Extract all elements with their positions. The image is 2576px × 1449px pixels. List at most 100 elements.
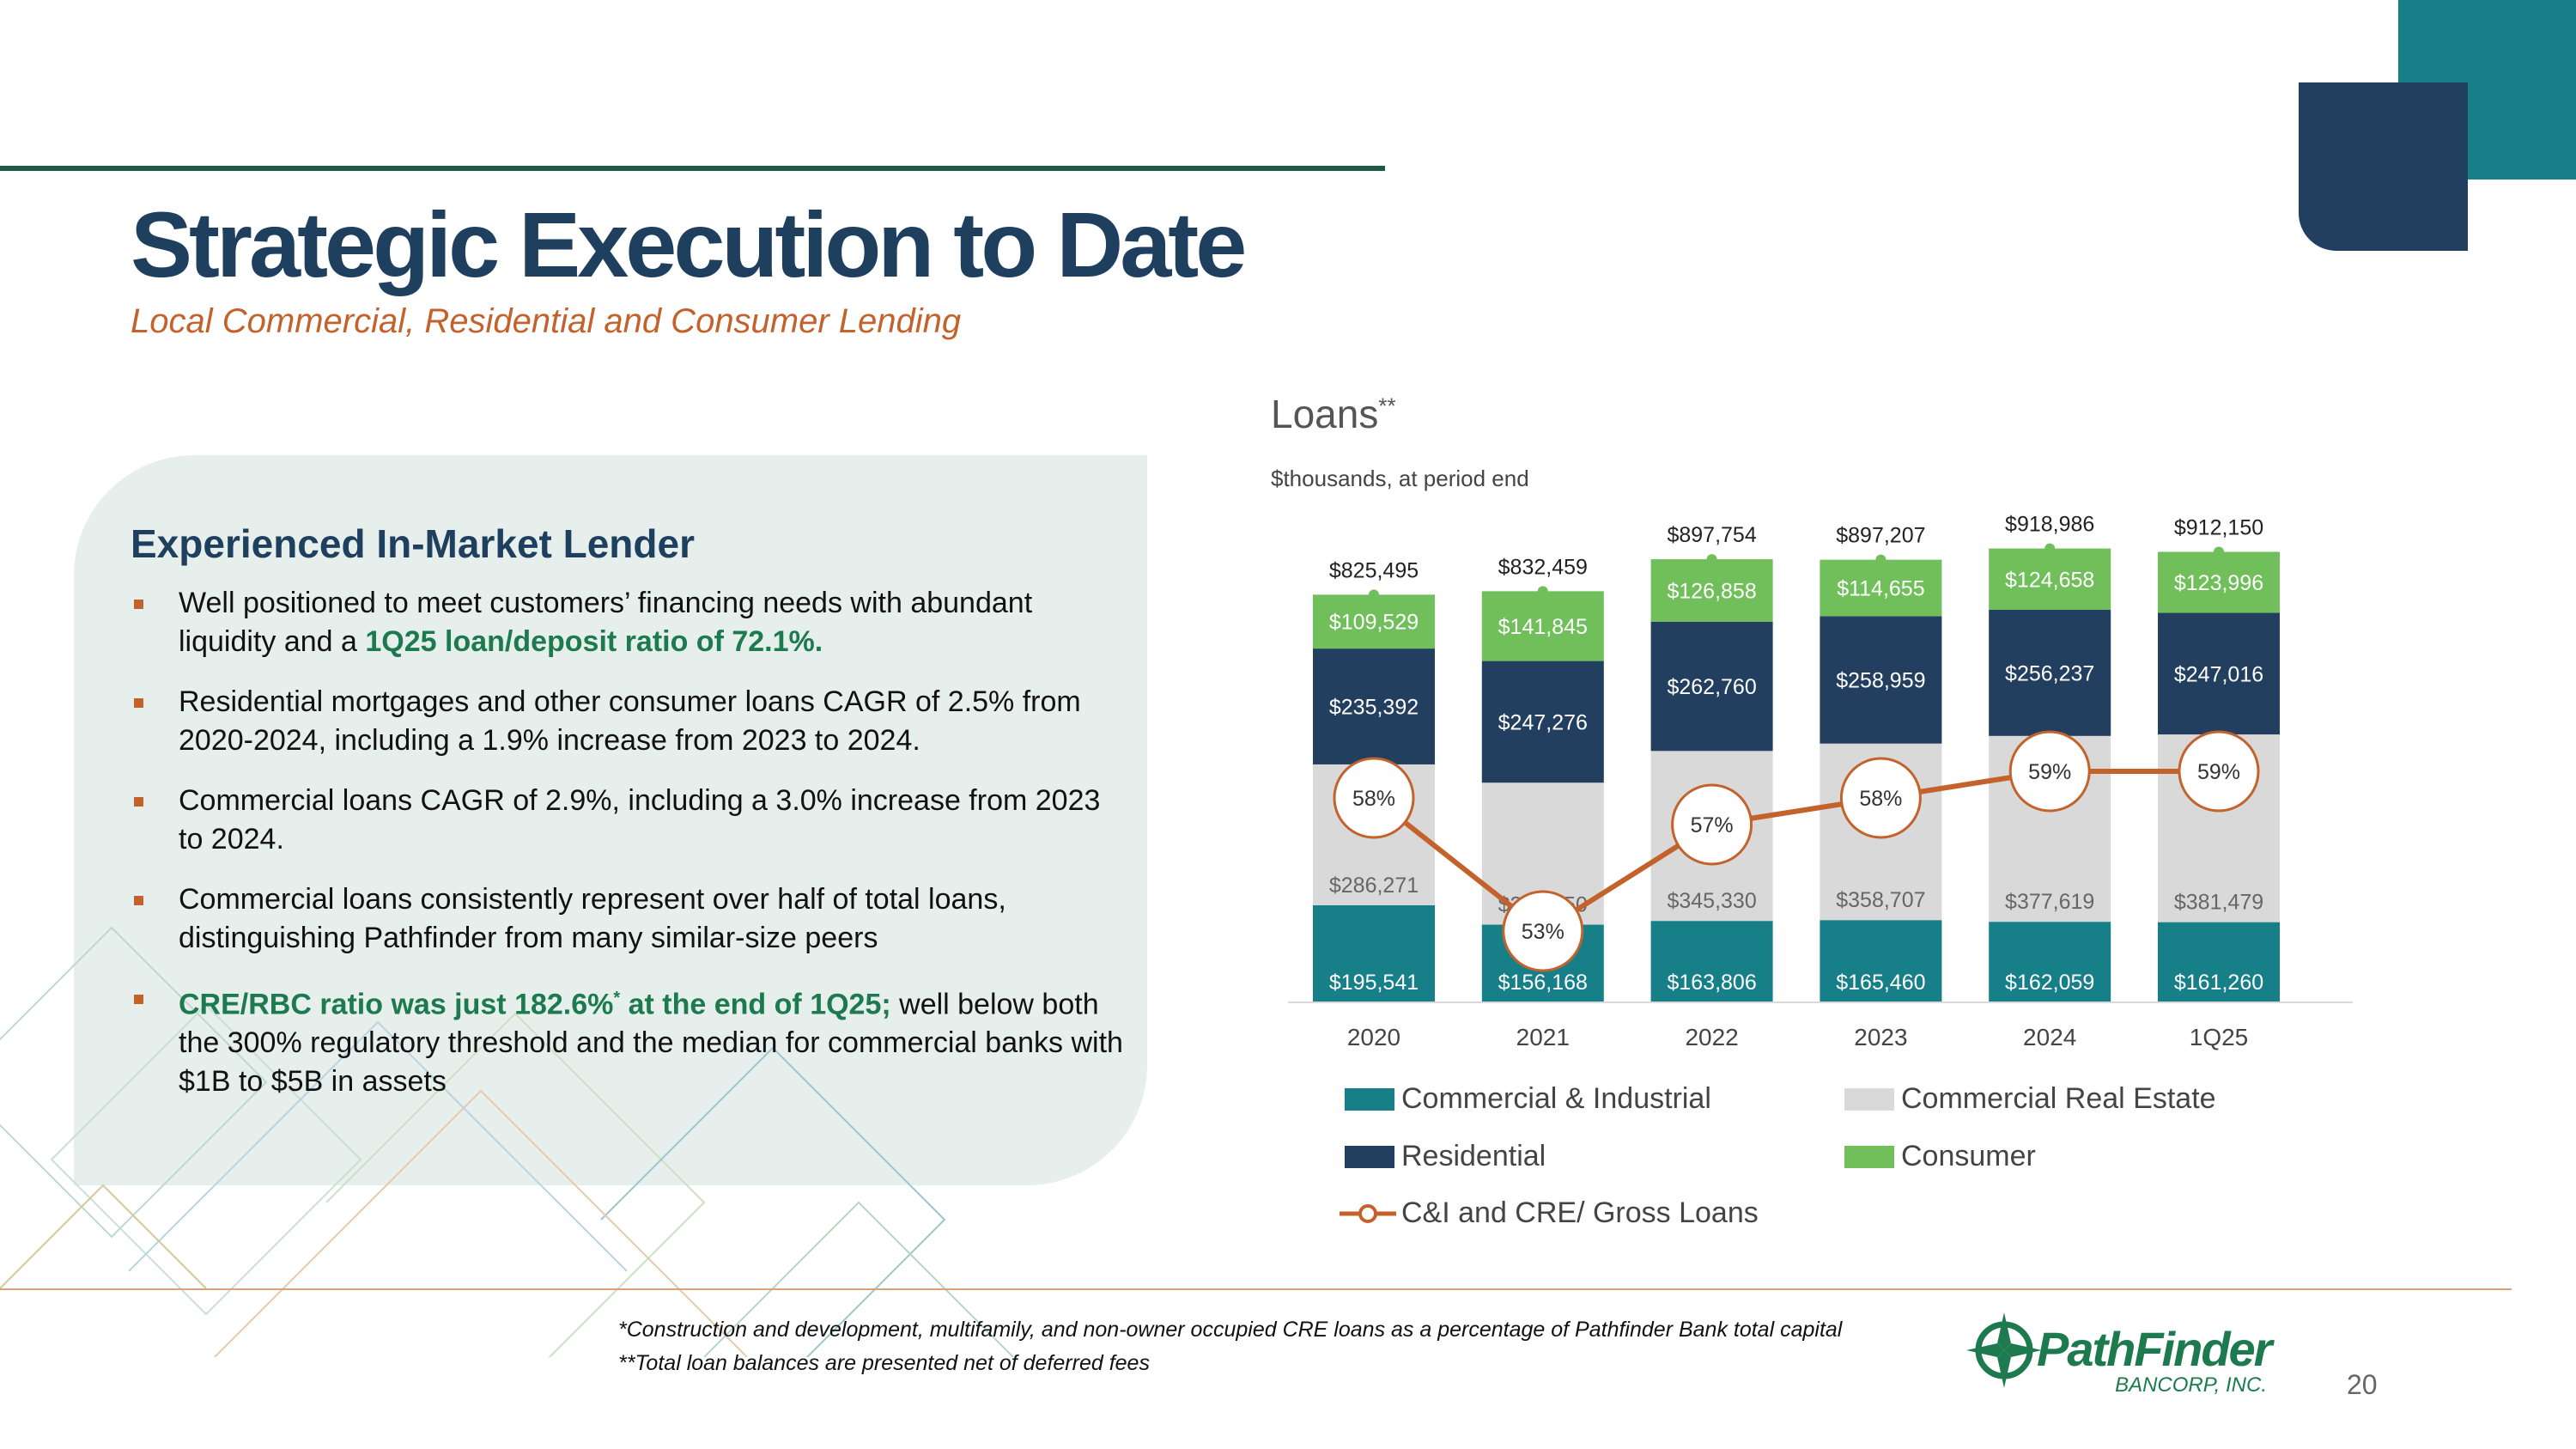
- bar-value-label: $141,845: [1498, 615, 1588, 639]
- bar-segment: [1989, 548, 2111, 611]
- bar-value-label: $114,655: [1837, 576, 1924, 600]
- bullet-item: Well positioned to meet customers’ finan…: [131, 584, 1127, 661]
- bullet-text: Commercial loans CAGR of 2.9%, including…: [179, 784, 1101, 855]
- bullet-square-icon: [134, 698, 143, 708]
- legend-swatch: [1844, 1145, 1894, 1168]
- panel-heading: Experienced In-Market Lender: [131, 521, 695, 566]
- total-marker: [1369, 589, 1379, 600]
- bar-value-label: $235,392: [1329, 696, 1419, 720]
- legend-swatch: [1345, 1145, 1394, 1168]
- total-label: $897,207: [1836, 524, 1925, 548]
- info-panel: [74, 455, 1147, 1185]
- bullet-highlight: at the end of 1Q25;: [620, 988, 891, 1021]
- bar-value-label: $258,959: [1836, 669, 1925, 693]
- bar-value-label: $161,260: [2174, 971, 2263, 995]
- bar-value-label: $163,806: [1667, 971, 1756, 995]
- legend-item-residential: Residential: [1345, 1140, 1546, 1173]
- chart-title-marker: **: [1378, 393, 1396, 419]
- ratio-label: 53%: [1522, 920, 1564, 944]
- x-tick-label: 2020: [1347, 1024, 1400, 1050]
- bullet-text: Commercial loans consistently represent …: [179, 883, 1006, 954]
- title-rule: [0, 166, 1385, 171]
- total-marker: [2214, 546, 2224, 557]
- bar-segment: [1481, 661, 1604, 783]
- total-marker: [2044, 543, 2056, 554]
- total-label: $912,150: [2174, 515, 2263, 539]
- bar-value-label: $124,658: [2005, 568, 2094, 592]
- bar-value-label: $247,016: [2174, 662, 2263, 686]
- ratio-label: 58%: [1352, 787, 1395, 811]
- legend-item-ratio-line: C&I and CRE/ Gross Loans: [1340, 1196, 1759, 1230]
- x-tick-label: 2021: [1516, 1024, 1570, 1050]
- bullet-item: Commercial loans consistently represent …: [131, 880, 1127, 958]
- x-tick-label: 2024: [2023, 1024, 2076, 1050]
- total-label: $897,754: [1667, 523, 1756, 547]
- bullet-item: CRE/RBC ratio was just 182.6%* at the en…: [131, 979, 1127, 1101]
- bar-segment: [1820, 559, 1942, 617]
- bar-value-label: $247,276: [1498, 710, 1588, 734]
- bullet-square-icon: [134, 995, 143, 1004]
- page-subtitle: Local Commercial, Residential and Consum…: [131, 302, 962, 340]
- bar-segment: [1313, 594, 1435, 649]
- decorative-pattern: [0, 926, 1014, 1357]
- bar-value-label: $162,059: [2005, 971, 2094, 995]
- ratio-point: [1502, 890, 1584, 972]
- bullet-item: Commercial loans CAGR of 2.9%, including…: [131, 782, 1127, 859]
- legend-item-cre: Commercial Real Estate: [1844, 1082, 2216, 1116]
- corner-accent-navy: [2299, 82, 2468, 251]
- bar-value-label: $286,271: [1329, 874, 1419, 898]
- legend-item-ci: Commercial & Industrial: [1345, 1082, 1711, 1116]
- total-marker: [1537, 586, 1548, 597]
- x-tick-label: 2023: [1854, 1024, 1907, 1050]
- line-marker-icon: [1340, 1203, 1396, 1223]
- ratio-label: 59%: [2028, 760, 2071, 784]
- ratio-point: [1333, 757, 1415, 839]
- bullet-square-icon: [134, 797, 143, 807]
- ratio-label: 58%: [1859, 787, 1902, 811]
- chart-title-text: Loans: [1271, 392, 1379, 436]
- bar-value-label: $256,237: [2005, 661, 2094, 685]
- ratio-label: 57%: [1691, 813, 1734, 837]
- bullet-list: Well positioned to meet customers’ finan…: [131, 584, 1127, 1123]
- bullet-text: well below both the 300% regulatory thre…: [179, 988, 1123, 1099]
- footnote-2: **Total loan balances are presented net …: [618, 1351, 1150, 1375]
- chart-units-label: $thousands, at period end: [1271, 466, 1529, 491]
- bar-segment: [2158, 551, 2280, 613]
- bullet-text: Residential mortgages and other consumer…: [179, 685, 1081, 757]
- legend-label: Residential: [1401, 1140, 1546, 1172]
- bullet-highlight: CRE/RBC ratio was just 182.6%: [179, 988, 614, 1021]
- bar-segment: [1313, 648, 1435, 764]
- bar-segment: [1481, 591, 1604, 661]
- bar-value-label: $165,460: [1836, 971, 1925, 995]
- bar-value-label: $109,529: [1329, 611, 1419, 635]
- total-marker: [1706, 554, 1717, 565]
- total-marker: [1875, 554, 1886, 565]
- bar-value-label: $358,707: [1836, 888, 1925, 912]
- bar-value-label: $381,479: [2174, 891, 2263, 915]
- bar-value-label: $126,858: [1667, 579, 1756, 603]
- bar-segment: [2158, 612, 2280, 735]
- legend-label: Commercial Real Estate: [1901, 1082, 2216, 1115]
- total-label: $832,459: [1498, 555, 1588, 579]
- bullet-text: Well positioned to meet customers’ finan…: [179, 587, 1033, 658]
- bar-segment: [1820, 920, 1942, 1002]
- bar-value-label: $195,541: [1329, 971, 1419, 995]
- bar-segment: [1650, 921, 1773, 1002]
- bullet-highlight: 1Q25 loan/deposit ratio of 72.1%.: [365, 625, 823, 658]
- bar-segment: [1989, 610, 2111, 736]
- total-label: $918,986: [2005, 513, 2094, 537]
- legend-label: Commercial & Industrial: [1401, 1082, 1711, 1115]
- legend-label: Consumer: [1901, 1140, 2036, 1172]
- ratio-point: [2008, 730, 2091, 813]
- ratio-point: [1671, 783, 1753, 866]
- compass-icon: [1966, 1312, 2042, 1388]
- footnote-marker: *: [613, 989, 621, 1008]
- page-number: 20: [2347, 1369, 2378, 1400]
- x-tick-label: 1Q25: [2190, 1024, 2249, 1050]
- bar-value-label: $262,760: [1667, 675, 1756, 699]
- bar-value-label: $345,330: [1667, 889, 1756, 913]
- legend-swatch: [1844, 1087, 1894, 1111]
- bar-value-label: $377,619: [2005, 890, 2094, 914]
- chart-title: Loans**: [1271, 391, 1396, 437]
